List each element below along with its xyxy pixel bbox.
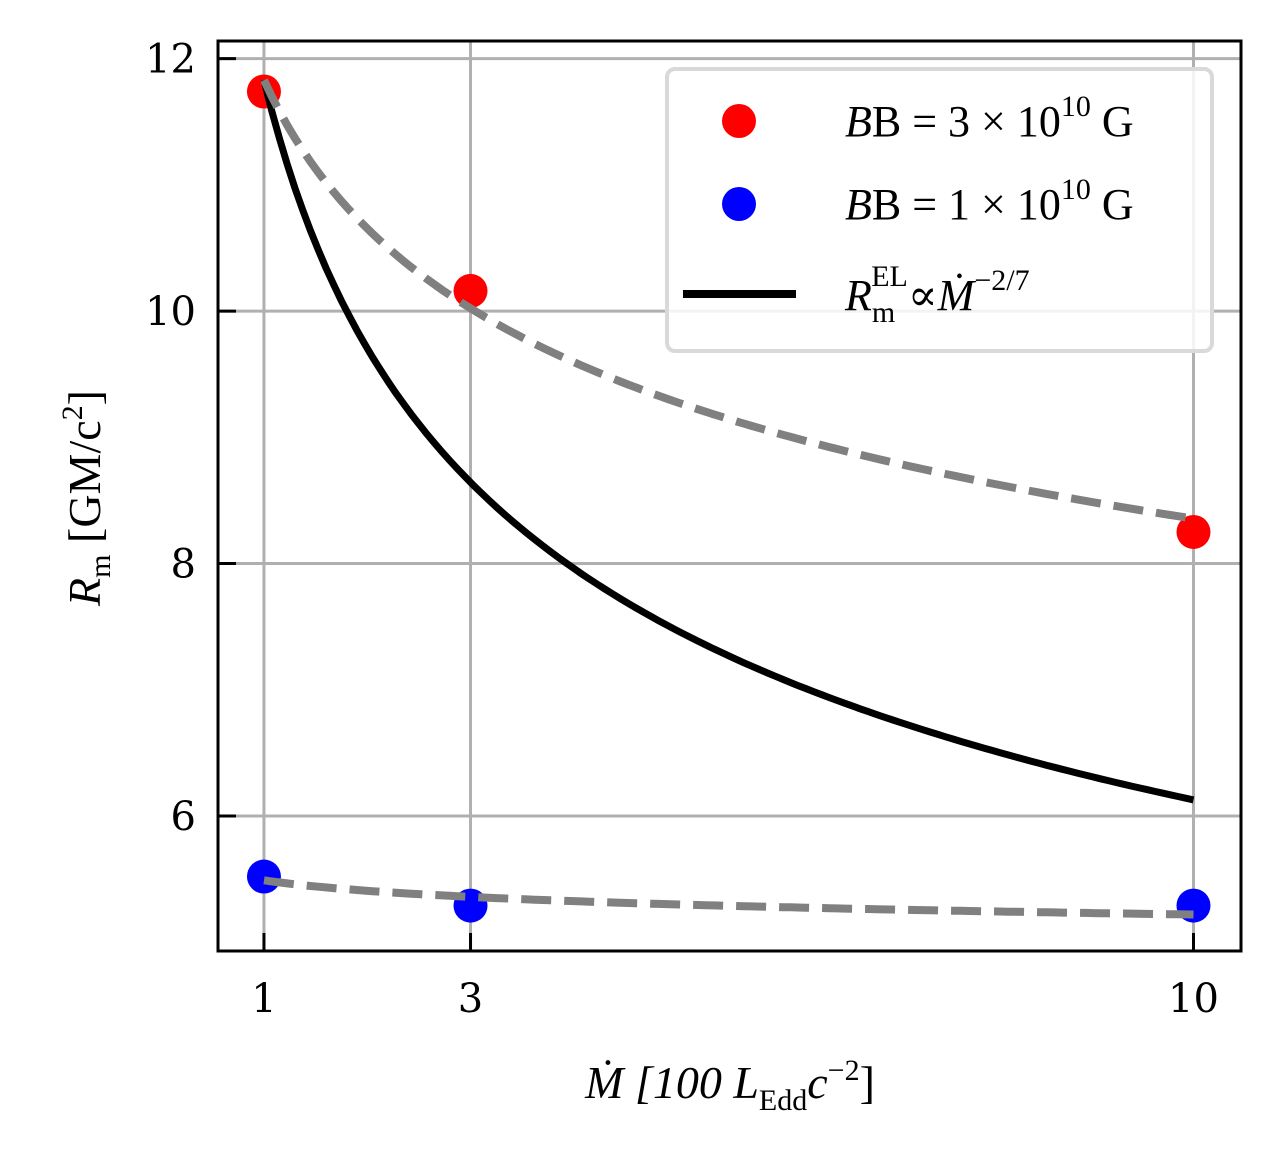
dashed-fit-line <box>263 876 1194 919</box>
y-axis-label: Rm [GM/c2] <box>56 390 117 607</box>
legend-item-b3e10: BB = 3 × 1010 G <box>722 90 1134 146</box>
legend-marker-red-circle-icon <box>722 104 756 138</box>
legend-box <box>665 67 1214 353</box>
x-tick-label: 3 <box>458 976 483 1022</box>
legend-label: RmEL∝Ṁ−2/7 <box>844 260 1030 329</box>
y-tick-label: 8 <box>171 542 196 588</box>
legend: BB = 3 × 1010 G BB = 1 × 1010 G RmEL∝Ṁ−2… <box>665 67 1214 353</box>
y-tick-label: 12 <box>145 37 196 83</box>
data-point <box>453 273 488 308</box>
x-tick-label: 1 <box>251 976 276 1022</box>
y-tick-label: 6 <box>171 794 196 840</box>
plot-frame <box>216 39 1243 953</box>
tick-labels: 1 3 10 6 8 10 12 <box>145 37 1219 1022</box>
data-point <box>1176 514 1211 549</box>
legend-marker-blue-circle-icon <box>722 187 756 221</box>
legend-item-power-law: RmEL∝Ṁ−2/7 <box>683 260 1030 329</box>
power-law-line <box>260 79 1195 804</box>
legend-label: BB = 3 × 1010 G <box>845 90 1134 146</box>
series-lines <box>260 78 1195 919</box>
data-point <box>246 859 281 894</box>
axis-ticks <box>218 57 1195 951</box>
x-axis-label: Ṁ [100 LEddc−2] <box>584 1054 875 1117</box>
dashed-fit-line <box>260 78 1195 523</box>
x-tick-label: 10 <box>1168 976 1219 1022</box>
legend-label: BB = 1 × 1010 G <box>845 173 1134 229</box>
legend-item-b1e10: BB = 1 × 1010 G <box>722 173 1134 229</box>
y-tick-label: 10 <box>145 289 196 335</box>
